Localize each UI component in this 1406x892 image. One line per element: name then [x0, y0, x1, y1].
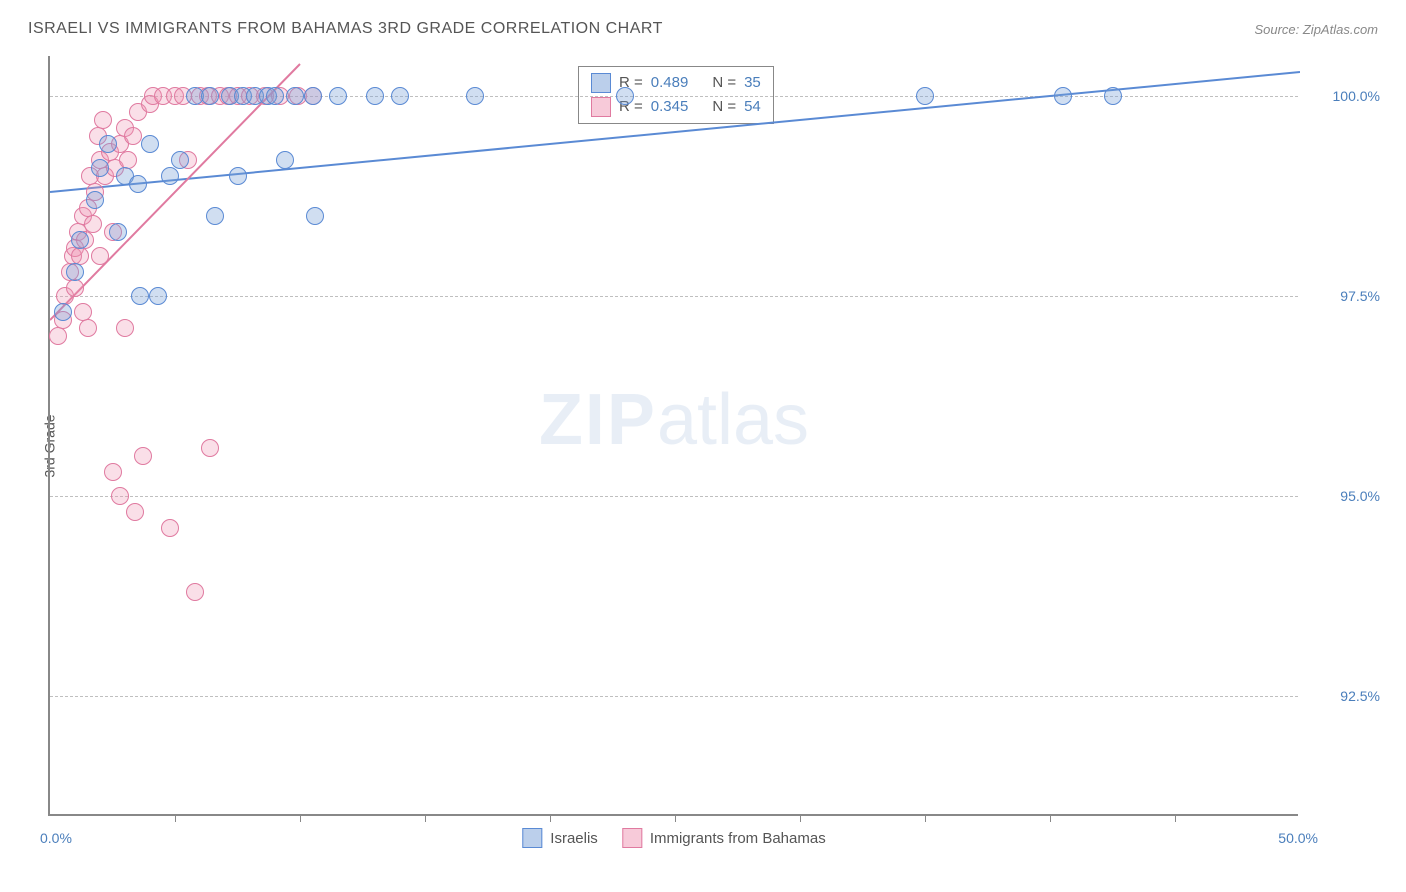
marker-blue — [91, 159, 109, 177]
marker-pink — [104, 463, 122, 481]
marker-pink — [91, 247, 109, 265]
marker-blue — [141, 135, 159, 153]
marker-blue — [304, 87, 322, 105]
source-label: Source: ZipAtlas.com — [1254, 22, 1378, 37]
swatch-blue-icon — [591, 73, 611, 93]
x-tick — [1175, 814, 1176, 822]
watermark-light: atlas — [657, 380, 809, 460]
x-tick — [1050, 814, 1051, 822]
marker-pink — [201, 439, 219, 457]
marker-pink — [94, 111, 112, 129]
marker-blue — [109, 223, 127, 241]
n-label: N = — [712, 71, 736, 95]
marker-blue — [86, 191, 104, 209]
marker-blue — [161, 167, 179, 185]
legend-item-bahamas: Immigrants from Bahamas — [622, 828, 826, 848]
x-tick — [675, 814, 676, 822]
legend-swatch-blue-icon — [522, 828, 542, 848]
swatch-pink-icon — [591, 97, 611, 117]
legend-item-israelis: Israelis — [522, 828, 598, 848]
watermark-bold: ZIP — [539, 380, 657, 460]
marker-blue — [229, 167, 247, 185]
legend-label-bahamas: Immigrants from Bahamas — [650, 830, 826, 847]
marker-blue — [201, 87, 219, 105]
chart-title: ISRAELI VS IMMIGRANTS FROM BAHAMAS 3RD G… — [28, 20, 663, 38]
marker-pink — [66, 279, 84, 297]
marker-blue — [329, 87, 347, 105]
marker-pink — [124, 127, 142, 145]
y-tick-label: 95.0% — [1340, 488, 1380, 504]
marker-blue — [99, 135, 117, 153]
gridline-h — [50, 496, 1298, 497]
marker-blue — [171, 151, 189, 169]
marker-blue — [306, 207, 324, 225]
gridline-h — [50, 696, 1298, 697]
marker-blue — [149, 287, 167, 305]
x-tick — [175, 814, 176, 822]
n-value-pink: 54 — [744, 95, 761, 119]
x-tick — [800, 814, 801, 822]
marker-pink — [119, 151, 137, 169]
n-value-blue: 35 — [744, 71, 761, 95]
marker-pink — [49, 327, 67, 345]
plot-area: ZIPatlas R = 0.489 N = 35 R = 0.345 N = … — [48, 56, 1298, 816]
x-max-label: 50.0% — [1278, 830, 1318, 846]
gridline-h — [50, 296, 1298, 297]
marker-blue — [916, 87, 934, 105]
marker-blue — [66, 263, 84, 281]
marker-blue — [131, 287, 149, 305]
marker-blue — [616, 87, 634, 105]
legend-swatch-pink-icon — [622, 828, 642, 848]
marker-blue — [276, 151, 294, 169]
y-tick-label: 100.0% — [1333, 88, 1380, 104]
marker-pink — [134, 447, 152, 465]
marker-pink — [161, 519, 179, 537]
chart-container: ISRAELI VS IMMIGRANTS FROM BAHAMAS 3RD G… — [0, 0, 1406, 892]
marker-pink — [84, 215, 102, 233]
marker-blue — [286, 87, 304, 105]
x-tick — [425, 814, 426, 822]
legend-label-israelis: Israelis — [550, 830, 598, 847]
correlation-stat-box: R = 0.489 N = 35 R = 0.345 N = 54 — [578, 66, 774, 124]
marker-pink — [126, 503, 144, 521]
x-min-label: 0.0% — [40, 830, 72, 846]
marker-pink — [79, 319, 97, 337]
y-tick-label: 92.5% — [1340, 688, 1380, 704]
r-value-blue: 0.489 — [651, 71, 689, 95]
watermark: ZIPatlas — [539, 379, 809, 461]
r-value-pink: 0.345 — [651, 95, 689, 119]
marker-blue — [71, 231, 89, 249]
n-label-2: N = — [712, 95, 736, 119]
marker-blue — [266, 87, 284, 105]
marker-blue — [1104, 87, 1122, 105]
bottom-legend: Israelis Immigrants from Bahamas — [522, 828, 825, 848]
marker-pink — [116, 319, 134, 337]
marker-blue — [54, 303, 72, 321]
marker-blue — [366, 87, 384, 105]
marker-pink — [186, 583, 204, 601]
x-tick — [925, 814, 926, 822]
marker-blue — [206, 207, 224, 225]
marker-blue — [129, 175, 147, 193]
marker-blue — [1054, 87, 1072, 105]
marker-pink — [111, 487, 129, 505]
x-tick — [300, 814, 301, 822]
marker-blue — [391, 87, 409, 105]
y-tick-label: 97.5% — [1340, 288, 1380, 304]
marker-blue — [466, 87, 484, 105]
x-tick — [550, 814, 551, 822]
